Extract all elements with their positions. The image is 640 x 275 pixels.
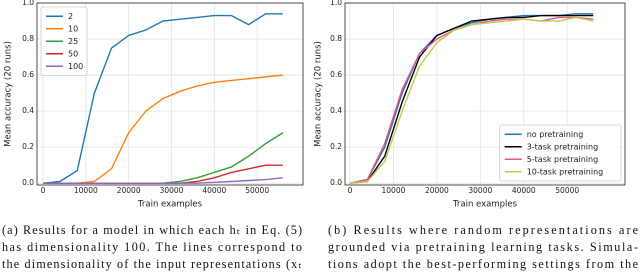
x-tick-label: 0 <box>348 186 353 195</box>
chart: 0.0 0.2 0.4 0.6 0.8 1.0 0 10000 20000 30000 40000 5… <box>314 0 639 275</box>
series-line <box>43 132 284 184</box>
caption-line: tions adopt the best-performing settings… <box>328 257 638 271</box>
y-tick-label: 0.4 <box>330 106 342 115</box>
y-tick-label: 0.0 <box>22 178 34 187</box>
series-line <box>43 177 283 184</box>
legend-label: 25 <box>68 37 78 46</box>
plot-frame <box>344 2 626 186</box>
x-tick-label: 40000 <box>512 186 536 195</box>
caption-line: (a) Results for a model in which each hₜ… <box>2 223 302 237</box>
y-tick-label: 0.6 <box>22 70 34 79</box>
legend-label: 5-task pretraining <box>527 155 598 164</box>
caption-line: grounded via pretraining learning tasks.… <box>328 240 638 254</box>
y-tick-label: 0.6 <box>330 70 342 79</box>
y-tick-label: 0.2 <box>330 142 342 151</box>
legend-label: no pretraining <box>527 130 584 139</box>
y-axis-title: Mean accuracy (20 runs) <box>314 41 324 147</box>
legend-label: 50 <box>68 49 78 58</box>
x-axis-title: Train examples <box>137 200 203 210</box>
x-tick-label: 10000 <box>74 186 98 195</box>
legend-label: 10 <box>68 24 78 33</box>
legend-label: 10-task pretraining <box>527 167 604 176</box>
y-tick-label: 0.4 <box>22 106 34 115</box>
y-axis-title: Mean accuracy (20 runs) <box>4 41 14 147</box>
series-line <box>42 13 283 184</box>
x-tick-label: 20000 <box>425 186 449 195</box>
x-tick-label: 20000 <box>117 186 141 195</box>
y-tick-label: 0.8 <box>22 34 34 43</box>
x-tick-label: 0 <box>41 186 46 195</box>
caption-line: the dimensionality of the input represen… <box>2 257 302 271</box>
legend-label: 100 <box>68 62 83 71</box>
legend-box <box>40 6 88 76</box>
x-tick-label: 10000 <box>382 186 406 195</box>
x-tick-label: 50000 <box>245 186 269 195</box>
x-axis-title: Train examples <box>452 200 518 210</box>
plot-frame <box>36 2 304 186</box>
y-tick-label: 1.0 <box>22 0 34 7</box>
y-tick-label: 0.2 <box>22 142 34 151</box>
y-tick-label: 0.8 <box>330 34 342 43</box>
y-tick-label: 0.0 <box>330 178 342 187</box>
legend-label: 2 <box>68 12 73 21</box>
caption-line: has dimensionality 100. The lines corres… <box>2 240 302 254</box>
legend-box <box>499 124 622 182</box>
x-tick-label: 40000 <box>202 186 226 195</box>
series-line <box>349 14 594 184</box>
chart: 0.0 0.2 0.4 0.6 0.8 1.0 0 10000 20000 30000 40000 5… <box>2 0 304 275</box>
x-tick-label: 50000 <box>555 186 579 195</box>
legend-label: 3-task pretraining <box>527 142 598 151</box>
x-tick-label: 30000 <box>468 186 492 195</box>
caption-line: (b) Results where random representations… <box>328 223 638 237</box>
y-tick-label: 1.0 <box>330 0 342 7</box>
series-line <box>43 74 283 184</box>
series-line <box>349 16 594 184</box>
x-tick-label: 30000 <box>160 186 184 195</box>
